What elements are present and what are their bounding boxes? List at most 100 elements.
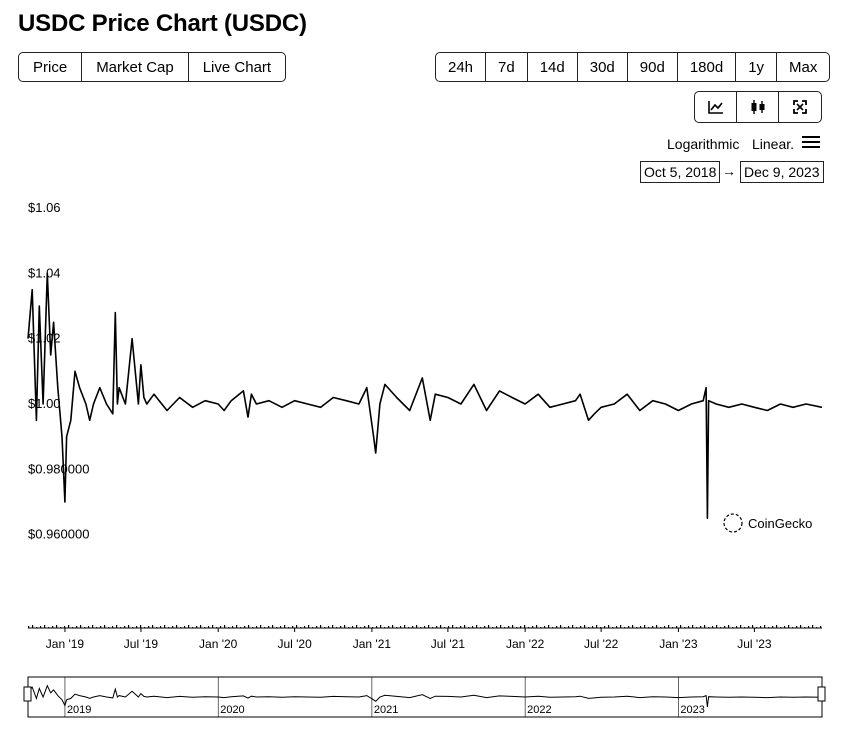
- volume-bar: [408, 627, 410, 628]
- volume-bar: [156, 627, 158, 628]
- volume-bar: [712, 626, 714, 628]
- volume-bar: [452, 625, 454, 628]
- range-30d-button[interactable]: 30d: [578, 53, 628, 81]
- range-14d-button[interactable]: 14d: [528, 53, 578, 81]
- volume-bar: [172, 626, 174, 628]
- volume-bar: [188, 625, 190, 628]
- volume-bar: [532, 626, 534, 628]
- volume-bar: [804, 627, 806, 628]
- volume-bar: [152, 625, 154, 628]
- volume-bar: [384, 627, 386, 628]
- range-max-button[interactable]: Max: [789, 58, 818, 76]
- volume-bar: [160, 626, 162, 628]
- volume-bar: [192, 627, 194, 628]
- range-90d-button[interactable]: 90d: [628, 53, 678, 81]
- navigator-year-label: 2021: [374, 704, 398, 716]
- tab-market-cap[interactable]: Market Cap: [82, 53, 189, 81]
- volume-bar: [676, 626, 678, 628]
- x-tick-label: Jan '23: [659, 637, 698, 651]
- volume-bar: [820, 626, 822, 628]
- volume-bar: [796, 626, 798, 628]
- volume-bar: [136, 626, 138, 628]
- volume-bar: [680, 625, 682, 628]
- volume-bar: [808, 626, 810, 628]
- volume-bar: [168, 627, 170, 628]
- volume-bar: [328, 626, 330, 628]
- y-tick-label: $0.960000: [28, 527, 89, 542]
- volume-bar: [508, 626, 510, 628]
- x-tick-label: Jan '21: [353, 637, 392, 651]
- volume-bar: [572, 625, 574, 628]
- volume-bar: [96, 627, 98, 628]
- candlestick-view-button[interactable]: [737, 92, 779, 122]
- volume-bar: [460, 626, 462, 628]
- volume-bar: [504, 627, 506, 628]
- volume-bar: [736, 626, 738, 628]
- navigator-year-label: 2022: [527, 704, 551, 716]
- volume-bar: [264, 627, 266, 628]
- volume-bar: [588, 627, 590, 628]
- date-from-input[interactable]: Oct 5, 2018: [640, 161, 721, 183]
- volume-bar: [568, 626, 570, 628]
- volume-bar: [48, 627, 50, 628]
- volume-bar: [416, 625, 418, 628]
- range-7d-button[interactable]: 7d: [486, 53, 528, 81]
- logarithmic-scale-toggle[interactable]: Logarithmic: [667, 136, 740, 152]
- date-to-input[interactable]: Dec 9, 2023: [740, 161, 824, 183]
- volume-bar: [624, 627, 626, 628]
- volume-bar: [176, 625, 178, 628]
- volume-bar: [216, 627, 218, 628]
- volume-bar: [104, 625, 106, 628]
- x-tick-label: Jul '21: [431, 637, 466, 651]
- line-view-button[interactable]: [695, 92, 737, 122]
- volume-bar: [784, 626, 786, 628]
- range-navigator[interactable]: 2019 2020 2021 2022 2023: [0, 670, 845, 720]
- volume-bar: [276, 627, 278, 628]
- menu-icon[interactable]: [802, 136, 820, 150]
- volume-bar: [268, 626, 270, 628]
- y-tick-label: $1.00: [28, 396, 61, 411]
- volume-bar: [28, 626, 30, 628]
- volume-bar: [400, 626, 402, 628]
- volume-bar: [232, 626, 234, 628]
- volume-bar: [280, 626, 282, 628]
- time-range-selector: 24h 7d 14d 30d 90d 180d 1y Max: [435, 52, 831, 82]
- navigator-left-handle[interactable]: [23, 686, 32, 702]
- volume-bar: [332, 625, 334, 628]
- range-1y-button[interactable]: 1y: [736, 53, 778, 81]
- volume-bar: [300, 627, 302, 628]
- volume-bar: [780, 627, 782, 628]
- tab-price[interactable]: Price: [19, 53, 83, 81]
- x-tick-label: Jul '19: [124, 637, 159, 651]
- fullscreen-button[interactable]: [779, 92, 821, 122]
- volume-bar: [236, 625, 238, 628]
- volume-bar: [448, 626, 450, 628]
- range-180d-button[interactable]: 180d: [678, 53, 737, 81]
- volume-bar: [320, 625, 322, 628]
- volume-bar: [512, 625, 514, 628]
- volume-bar: [44, 625, 46, 628]
- volume-bar: [740, 625, 742, 628]
- volume-bar: [548, 625, 550, 628]
- volume-bar: [776, 625, 778, 628]
- volume-bar: [40, 626, 42, 628]
- volume-bar: [708, 627, 710, 628]
- volume-bar: [364, 626, 366, 628]
- x-tick-label: Jan '19: [46, 637, 85, 651]
- volume-bar: [748, 626, 750, 628]
- volume-bar: [76, 626, 78, 628]
- range-24h-button[interactable]: 24h: [436, 53, 487, 81]
- volume-bar: [360, 627, 362, 628]
- volume-bar: [536, 625, 538, 628]
- price-chart: $1.06$1.04$1.02$1.00$0.980000$0.960000 J…: [27, 200, 823, 651]
- volume-bar: [140, 625, 142, 628]
- x-tick-label: Jan '20: [199, 637, 238, 651]
- linear-scale-toggle[interactable]: Linear.: [752, 136, 795, 152]
- volume-bar: [436, 626, 438, 628]
- volume-bar: [764, 625, 766, 628]
- navigator-year-label: 2023: [680, 704, 704, 716]
- chart-type-tabs: Price Market Cap Live Chart: [18, 52, 287, 82]
- y-tick-label: $1.04: [28, 265, 61, 280]
- navigator-right-handle[interactable]: [817, 686, 826, 702]
- tab-live-chart[interactable]: Live Chart: [202, 58, 272, 76]
